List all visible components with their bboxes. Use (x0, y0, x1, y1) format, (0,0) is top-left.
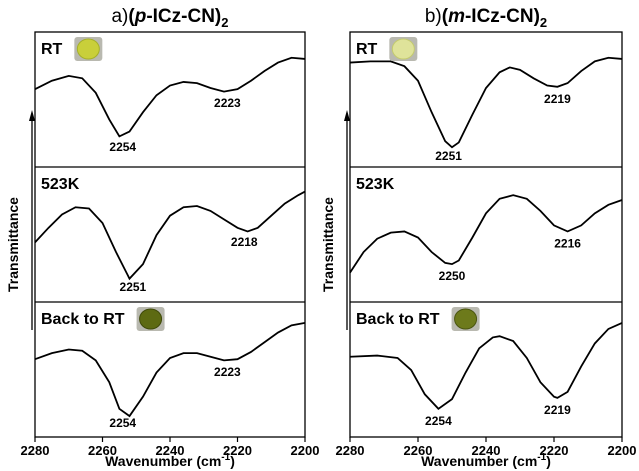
spectrum-line (349, 194, 623, 274)
legend-label: Back to RT (41, 311, 125, 328)
plot-frame (349, 31, 623, 438)
peak-label: 2223 (214, 96, 241, 110)
plot-frame (34, 31, 306, 438)
peak-label: 2250 (439, 269, 466, 283)
legend-label: RT (41, 41, 63, 58)
peak-label: 2254 (109, 140, 136, 154)
x-tick-label: 2260 (88, 443, 117, 458)
legend-label: 523K (41, 176, 80, 193)
title-rest: -ICz-CN) (146, 6, 221, 27)
x-label-sup: -1 (221, 452, 230, 463)
peak-label: 2219 (544, 92, 571, 106)
title-sub: 2 (540, 15, 547, 30)
peak-label: 2216 (554, 236, 581, 250)
panel-title: b)(m-ICz-CN)2 (425, 6, 547, 30)
title-rest: -ICz-CN) (465, 6, 540, 27)
x-axis-label: Wavenumber (cm-1) (421, 452, 551, 469)
x-label-close: ) (230, 453, 235, 469)
x-label-text: Wavenumber (cm (421, 453, 537, 469)
x-axis-label: Wavenumber (cm-1) (105, 452, 235, 469)
title-sub: 2 (221, 15, 228, 30)
x-tick-label: 2280 (336, 443, 365, 458)
peak-label: 2251 (435, 149, 462, 163)
x-tick-label: 2220 (223, 443, 252, 458)
x-tick-label: 2280 (21, 443, 50, 458)
x-label-text: Wavenumber (cm (105, 453, 221, 469)
peak-label: 2251 (120, 280, 147, 294)
title-label: b) (425, 6, 442, 27)
peak-label: 2218 (231, 235, 258, 249)
title-italic: m (448, 6, 465, 27)
y-arrow-head (29, 110, 35, 121)
peak-label: 2254 (109, 416, 136, 430)
x-tick-label: 2260 (404, 443, 433, 458)
spectrum-line (349, 322, 623, 410)
y-arrow-head (344, 110, 350, 121)
peak-label: 2219 (544, 403, 571, 417)
legend-label: RT (356, 41, 378, 58)
sample-disc (391, 38, 415, 60)
sample-disc (76, 38, 100, 60)
x-tick-label: 2200 (608, 443, 637, 458)
title-italic: p (134, 6, 147, 27)
spectrum-line (349, 56, 623, 149)
panel-title: a)(p-ICz-CN)2 (111, 6, 228, 30)
y-axis-label: Transmittance (320, 197, 336, 292)
legend-label: 523K (356, 176, 395, 193)
x-tick-label: 2200 (291, 443, 320, 458)
legend-label: Back to RT (356, 311, 440, 328)
x-label-sup: -1 (537, 452, 546, 463)
x-tick-label: 2240 (156, 443, 185, 458)
spectrum-line (34, 56, 306, 138)
x-tick-label: 2220 (540, 443, 569, 458)
title-open: ( (128, 6, 135, 27)
sample-disc (454, 308, 478, 330)
title-label: a) (111, 6, 128, 27)
sample-disc (139, 308, 163, 330)
x-label-close: ) (546, 453, 551, 469)
peak-label: 2223 (214, 365, 241, 379)
title-open: ( (442, 6, 449, 27)
peak-label: 2254 (425, 414, 452, 428)
spectrum-line (34, 190, 306, 281)
x-tick-label: 2240 (472, 443, 501, 458)
spectrum-line (34, 322, 306, 418)
y-axis-label: Transmittance (5, 197, 21, 292)
